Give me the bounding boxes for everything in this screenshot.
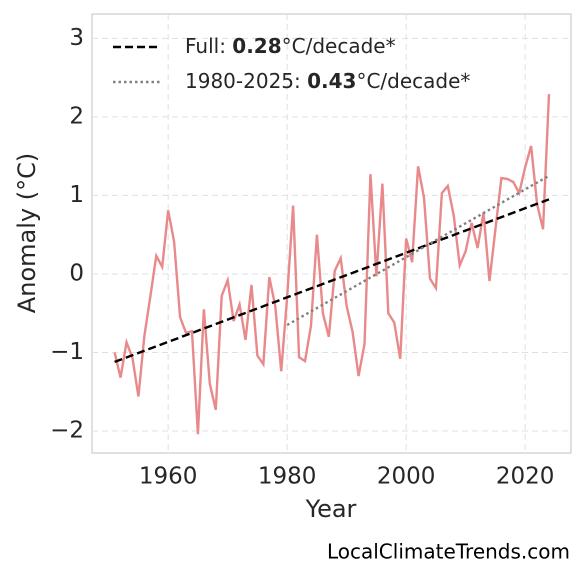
legend-label-part: 0.43	[307, 69, 356, 93]
y-tick-label: 2	[69, 103, 84, 129]
legend-label-part: 0.28	[232, 34, 281, 58]
x-tick-label: 2000	[377, 464, 436, 490]
legend-label-part: Full:	[185, 34, 232, 58]
legend-label-part: °C/decade*	[282, 34, 396, 58]
x-tick-label: 1980	[258, 464, 317, 490]
legend-label: 1980-2025: 0.43°C/decade*	[185, 69, 470, 93]
y-tick-label: −2	[50, 418, 84, 444]
series-line	[114, 198, 550, 364]
plot-frame	[91, 13, 572, 454]
y-tick-label: 1	[69, 182, 84, 208]
x-tick-label: 2020	[496, 464, 555, 490]
y-tick-label: 3	[69, 25, 84, 51]
footer: LocalClimateTrends.com	[327, 540, 570, 564]
series-line	[113, 94, 551, 435]
legend-label-part: °C/decade*	[356, 69, 470, 93]
y-tick-label: −1	[50, 339, 84, 365]
y-tick-label: 0	[69, 260, 84, 286]
x-tick-label: 1960	[139, 464, 198, 490]
y-axis-label: Anomaly (°C)	[13, 153, 41, 313]
legend-label: Full: 0.28°C/decade*	[185, 34, 396, 58]
x-axis-label: Year	[305, 495, 357, 523]
series-line	[286, 174, 550, 327]
legend-label-part: 1980-2025:	[185, 69, 307, 93]
